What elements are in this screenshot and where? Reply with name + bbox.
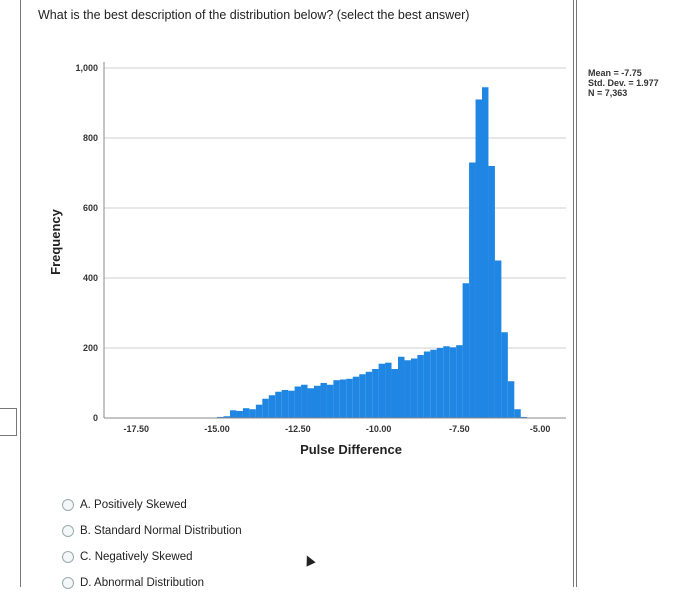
radio-option-c[interactable] [62,551,74,563]
option-c-label: C. Negatively Skewed [80,551,193,563]
x-tick-label: -10.00 [366,424,392,434]
option-d-label: D. Abnormal Distribution [80,577,204,589]
y-axis-label: Frequency [48,208,63,275]
histogram-bar [475,99,482,418]
option-c[interactable]: C. Negatively Skewed [62,544,242,570]
histogram-bar [230,410,237,418]
answer-options: A. Positively Skewed B. Standard Normal … [62,492,242,596]
histogram-bar [352,376,360,418]
histogram-bar [262,398,269,418]
histogram-bar [430,349,437,418]
histogram-bar [520,416,528,418]
radio-option-a[interactable] [62,499,74,511]
histogram-bar [365,371,373,418]
histogram-bar [275,391,282,418]
histogram-bar [249,409,256,418]
histogram-bar [443,346,450,418]
option-a[interactable]: A. Positively Skewed [62,492,242,518]
histogram-bar [514,409,521,418]
histogram-bar [488,166,495,418]
histogram-bar [242,408,250,418]
y-tick-label: 800 [83,133,98,143]
histogram-bar [391,369,398,418]
option-a-label: A. Positively Skewed [80,499,187,511]
x-tick-label: -17.50 [124,424,150,434]
stat-n: N = 7,363 [588,88,628,98]
histogram-bar [372,369,379,418]
histogram-bar [314,385,321,418]
histogram-bar [456,345,463,418]
histogram-bar [326,384,334,418]
histogram-bar [268,395,276,418]
histogram-bar [410,358,418,418]
question-panel [20,0,574,587]
stat-std-dev: Std. Dev. = 1.977 [588,78,659,88]
y-tick-label: 400 [83,273,98,283]
side-tab[interactable] [0,408,17,436]
histogram-bar [423,351,431,418]
histogram-bar [294,386,302,418]
histogram-bar [385,362,392,418]
histogram-bar [501,332,508,418]
x-tick-label: -15.00 [204,424,230,434]
y-tick-label: 1,000 [75,63,98,73]
histogram-bar [281,390,289,418]
histogram-bar [223,416,230,418]
histogram-bar [307,388,314,418]
x-tick-label: -5.00 [530,424,551,434]
question-text: What is the best description of the dist… [38,8,470,22]
histogram-bar [346,378,353,418]
option-d[interactable]: D. Abnormal Distribution [62,570,242,596]
option-b-label: B. Standard Normal Distribution [80,525,242,537]
histogram-bar [359,374,366,418]
x-tick-label: -12.50 [285,424,311,434]
histogram-bar [236,411,243,418]
histogram-bar [339,379,347,418]
histogram-bar [217,416,224,418]
histogram-bar [398,356,405,418]
y-tick-label: 0 [93,413,98,423]
histogram-bar [449,347,457,418]
histogram-bar [494,260,502,418]
histogram-bar [462,283,470,418]
y-tick-label: 600 [83,203,98,213]
histogram-bar [436,348,444,418]
panel-divider [576,0,577,587]
histogram-bar [320,383,327,418]
histogram-bar [417,355,424,418]
stat-mean: Mean = -7.75 [588,68,642,78]
y-tick-label: 200 [83,343,98,353]
histogram-bar [333,380,340,418]
histogram-bar [507,381,515,418]
x-tick-label: -7.50 [449,424,470,434]
radio-option-b[interactable] [62,525,74,537]
x-axis-label: Pulse Difference [300,442,402,457]
histogram-bar [482,87,489,418]
histogram-bar [288,390,295,418]
tick-labels: 0 200 400 600 800 1,000 -17.50 -15.00 -12.50 -10.… [75,63,550,434]
histogram-bar [301,384,308,418]
summary-stats: Mean = -7.75 Std. Dev. = 1.977 N = 7,363 [588,68,659,98]
option-b[interactable]: B. Standard Normal Distribution [62,518,242,544]
histogram-bar [404,360,411,418]
histogram-bar [469,162,476,418]
histogram-bars [217,87,528,418]
histogram-bar [378,363,386,418]
radio-option-d[interactable] [62,577,74,589]
histogram-bar [255,404,263,418]
axes [103,62,566,419]
